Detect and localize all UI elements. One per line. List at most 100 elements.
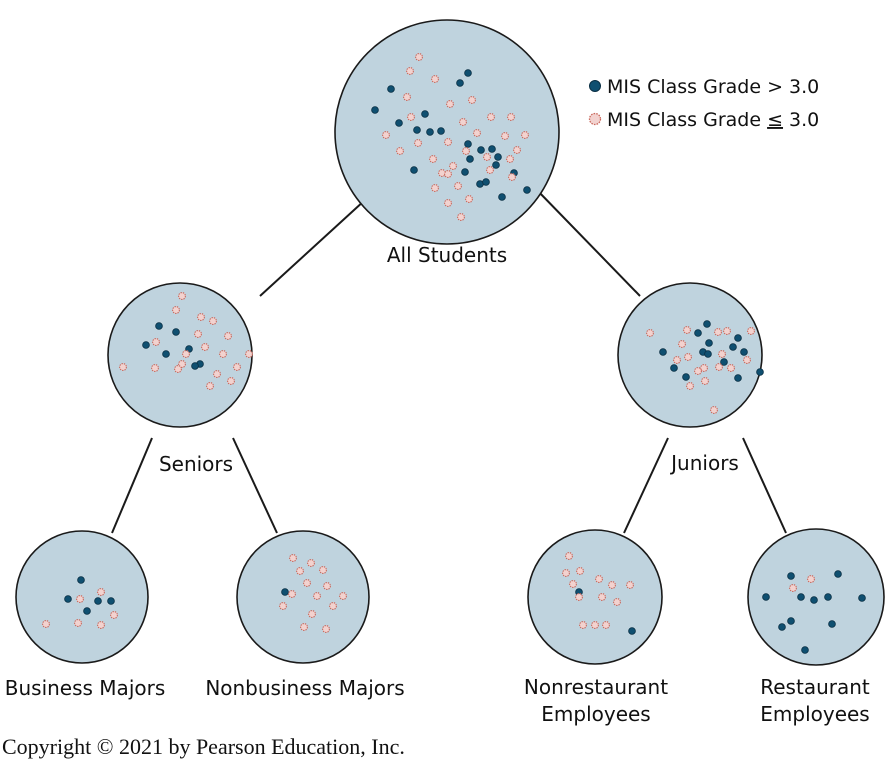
- dot-low-grade: [151, 364, 159, 372]
- dot-low-grade: [414, 139, 422, 147]
- dot-high-grade: [729, 343, 737, 351]
- label-juniors: Juniors: [669, 451, 739, 475]
- student-dots: [42, 53, 866, 654]
- dot-high-grade: [421, 110, 429, 118]
- dot-high-grade: [477, 146, 485, 154]
- dot-low-grade: [201, 343, 209, 351]
- dot-low-grade: [454, 182, 462, 190]
- dot-low-grade: [807, 575, 815, 583]
- label-restaurant-line2: Employees: [760, 702, 869, 726]
- legend-low-symbol: ≤: [767, 109, 783, 131]
- tree-edge: [232, 437, 278, 534]
- dot-low-grade: [206, 382, 214, 390]
- dot-high-grade: [461, 168, 469, 176]
- dot-high-grade: [670, 364, 678, 372]
- label-nonrestaurant-line1: Nonrestaurant: [524, 675, 668, 699]
- dot-high-grade: [756, 368, 764, 376]
- dot-low-grade: [686, 382, 694, 390]
- dot-low-grade: [76, 595, 84, 603]
- label-restaurant-line1: Restaurant: [760, 675, 870, 699]
- dot-low-grade: [457, 213, 465, 221]
- dot-low-grade: [579, 621, 587, 629]
- dot-low-grade: [178, 292, 186, 300]
- dot-low-grade: [119, 363, 127, 371]
- dot-low-grade: [172, 306, 180, 314]
- dot-high-grade: [694, 329, 702, 337]
- dot-high-grade: [778, 623, 786, 631]
- dot-low-grade: [743, 356, 751, 364]
- label-nonbusiness-majors: Nonbusiness Majors: [205, 676, 404, 700]
- dot-low-grade: [300, 623, 308, 631]
- dot-high-grade: [488, 145, 496, 153]
- dot-low-grade: [209, 317, 217, 325]
- dot-high-grade: [64, 595, 72, 603]
- dot-low-grade: [97, 621, 105, 629]
- dot-high-grade: [797, 593, 805, 601]
- dot-low-grade: [152, 338, 160, 346]
- dot-low-grade: [178, 360, 186, 368]
- dot-low-grade: [339, 592, 347, 600]
- dot-low-grade: [646, 329, 654, 337]
- dot-low-grade: [506, 155, 514, 163]
- dot-high-grade: [413, 126, 421, 134]
- tree-edge: [623, 437, 669, 534]
- dot-low-grade: [701, 377, 709, 385]
- dot-high-grade: [787, 617, 795, 625]
- dot-high-grade: [828, 620, 836, 628]
- dot-low-grade: [700, 364, 708, 372]
- tree-nodes: [15, 19, 885, 666]
- dot-low-grade: [233, 363, 241, 371]
- dot-low-grade: [319, 566, 327, 574]
- dot-low-grade: [213, 370, 221, 378]
- dot-high-grade: [720, 358, 728, 366]
- dot-high-grade: [142, 341, 150, 349]
- dot-low-grade: [444, 199, 452, 207]
- dot-high-grade: [172, 328, 180, 336]
- dot-high-grade: [810, 596, 818, 604]
- dot-high-grade: [834, 570, 842, 578]
- dot-low-grade: [197, 313, 205, 321]
- dot-high-grade: [492, 161, 500, 169]
- dot-low-grade: [406, 67, 414, 75]
- legend-low-grade-dot: [588, 112, 602, 126]
- tree-edge: [742, 437, 787, 534]
- dot-low-grade: [415, 53, 423, 61]
- copyright-notice: Copyright © 2021 by Pearson Education, I…: [2, 734, 405, 759]
- dot-high-grade: [395, 119, 403, 127]
- dot-high-grade: [705, 339, 713, 347]
- dot-low-grade: [789, 584, 797, 592]
- dot-low-grade: [194, 330, 202, 338]
- node-circle-seniors: [107, 282, 253, 428]
- dot-low-grade: [598, 593, 606, 601]
- tree-edge: [111, 437, 153, 534]
- dot-low-grade: [308, 610, 316, 618]
- dot-low-grade: [449, 162, 457, 170]
- dot-high-grade: [94, 597, 102, 605]
- dot-low-grade: [407, 113, 415, 121]
- dot-low-grade: [219, 350, 227, 358]
- dot-low-grade: [97, 588, 105, 596]
- dot-high-grade: [734, 334, 742, 342]
- dot-low-grade: [323, 582, 331, 590]
- dot-high-grade: [464, 140, 472, 148]
- dot-low-grade: [322, 625, 330, 633]
- dot-high-grade: [191, 362, 199, 370]
- dot-high-grade: [426, 128, 434, 136]
- dot-low-grade: [446, 100, 454, 108]
- dot-low-grade: [227, 377, 235, 385]
- dot-low-grade: [576, 567, 584, 575]
- dot-low-grade: [110, 611, 118, 619]
- dot-high-grade: [801, 646, 809, 654]
- dot-high-grade: [734, 374, 742, 382]
- dot-low-grade: [224, 332, 232, 340]
- dot-high-grade: [858, 594, 866, 602]
- dot-low-grade: [289, 554, 297, 562]
- legend-low-grade-label: MIS Class Grade ≤ 3.0: [607, 109, 819, 131]
- dot-low-grade: [727, 364, 735, 372]
- dot-low-grade: [429, 155, 437, 163]
- dot-low-grade: [245, 350, 253, 358]
- dot-low-grade: [718, 350, 726, 358]
- dot-low-grade: [513, 146, 521, 154]
- legend-high-grade-label: MIS Class Grade > 3.0: [607, 76, 819, 98]
- dot-low-grade: [501, 132, 509, 140]
